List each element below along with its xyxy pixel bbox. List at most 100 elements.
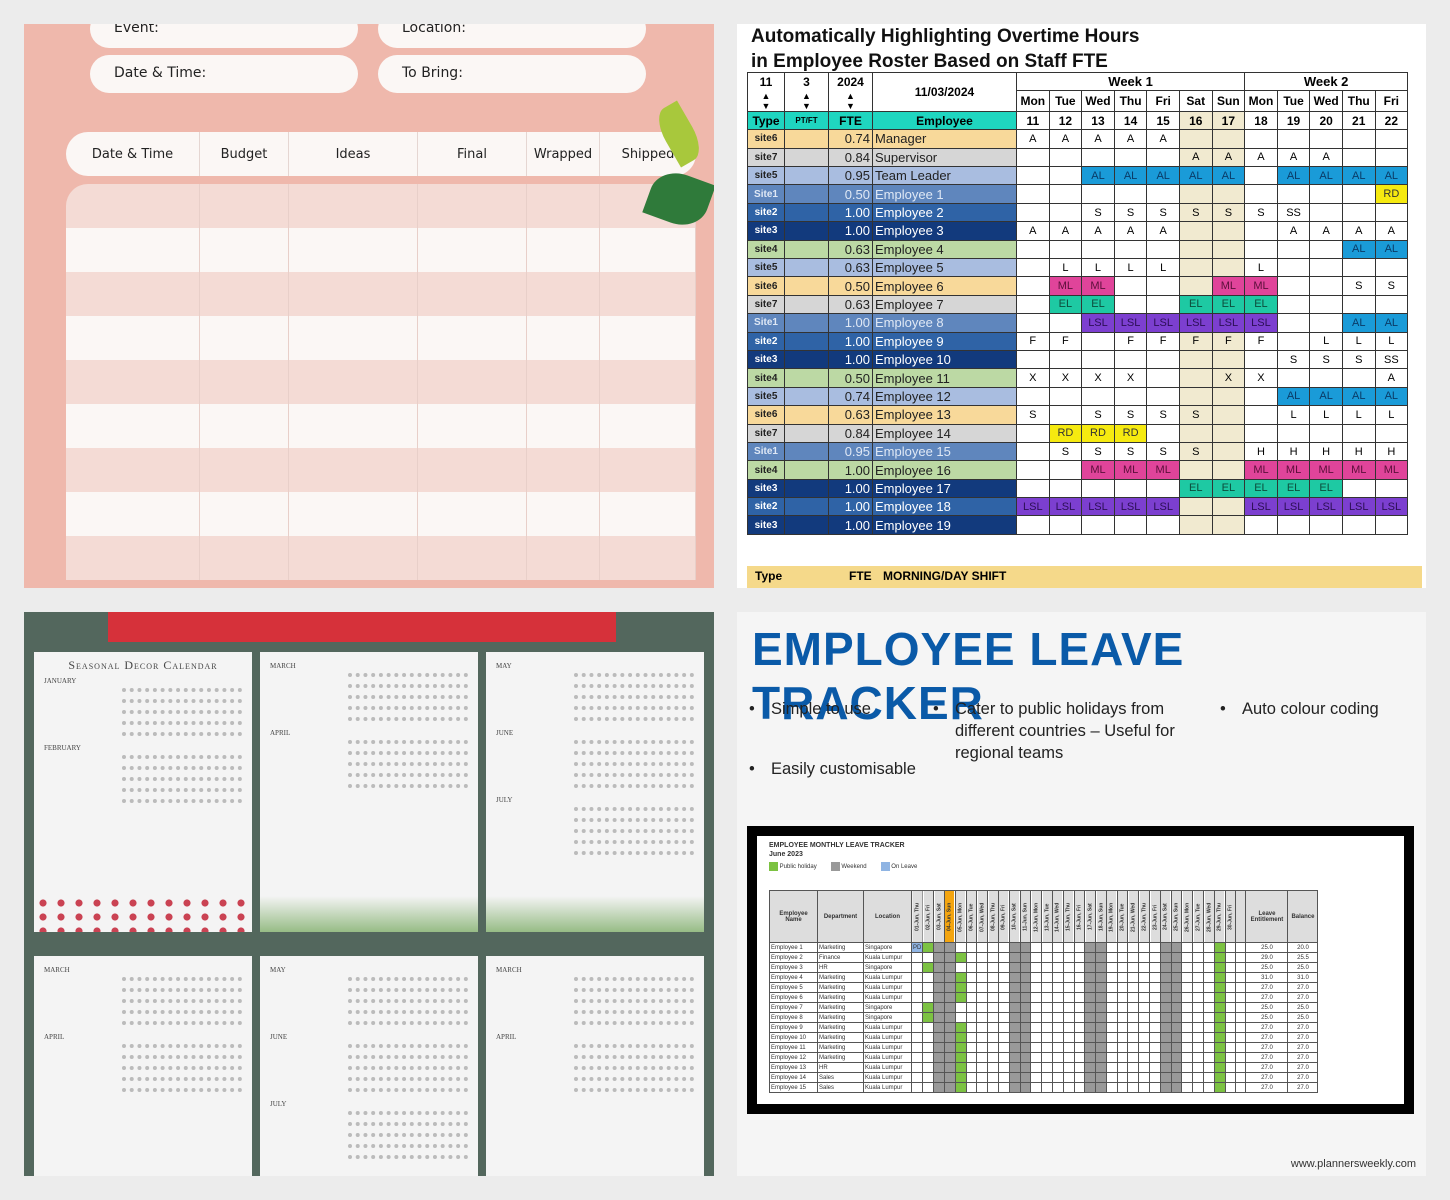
roster-cell[interactable] xyxy=(1048,147,1083,168)
roster-cell[interactable]: A xyxy=(1374,221,1409,241)
day-cell[interactable] xyxy=(1213,972,1226,983)
roster-cell[interactable] xyxy=(1374,423,1409,443)
roster-cell[interactable] xyxy=(1341,515,1376,535)
roster-cell[interactable]: H xyxy=(1309,441,1343,462)
day-cell[interactable] xyxy=(943,1012,956,1023)
day-cell[interactable] xyxy=(1213,1042,1226,1053)
day-cell[interactable] xyxy=(1030,972,1043,983)
roster-cell[interactable]: X xyxy=(1016,368,1050,388)
roster-cell[interactable]: A xyxy=(1178,147,1213,168)
roster-cell[interactable]: X xyxy=(1211,368,1246,388)
roster-cell[interactable]: EL xyxy=(1211,294,1246,315)
roster-cell[interactable]: SS xyxy=(1374,349,1409,370)
day-cell[interactable] xyxy=(1138,1042,1151,1053)
day-cell[interactable] xyxy=(1062,1052,1075,1063)
day-cell[interactable] xyxy=(976,972,989,983)
day-cell[interactable] xyxy=(1116,1062,1129,1073)
day-cell[interactable] xyxy=(965,1032,978,1043)
day-cell[interactable] xyxy=(1224,1062,1237,1073)
roster-cell[interactable] xyxy=(1048,478,1083,499)
day-cell[interactable] xyxy=(1073,1042,1086,1053)
day-cell[interactable] xyxy=(1095,1082,1107,1093)
roster-cell[interactable]: LSL xyxy=(1146,313,1180,333)
day-cell[interactable] xyxy=(1159,1022,1172,1033)
day-cell[interactable] xyxy=(922,1022,935,1033)
day-cell[interactable] xyxy=(1149,1022,1161,1033)
year-spinner[interactable]: 2024 xyxy=(828,71,873,91)
day-cell[interactable] xyxy=(933,972,945,983)
day-cell[interactable] xyxy=(1073,1012,1086,1023)
day-cell[interactable] xyxy=(1084,1072,1097,1083)
roster-cell[interactable]: LSL xyxy=(1016,497,1050,517)
day-cell[interactable] xyxy=(997,1052,1010,1063)
roster-cell[interactable] xyxy=(1341,294,1376,315)
roster-cell[interactable]: X xyxy=(1244,368,1278,388)
day-cell[interactable] xyxy=(997,1002,1010,1013)
day-cell[interactable] xyxy=(1203,1032,1215,1043)
day-cell[interactable] xyxy=(1181,1002,1194,1013)
day-cell[interactable] xyxy=(1084,1062,1097,1073)
planner-cell[interactable] xyxy=(527,184,600,228)
day-cell[interactable] xyxy=(1159,982,1172,993)
roster-cell[interactable] xyxy=(1309,276,1343,296)
day-cell[interactable] xyxy=(1213,992,1226,1003)
day-cell[interactable] xyxy=(1095,982,1107,993)
day-cell[interactable] xyxy=(1019,1062,1032,1073)
roster-cell[interactable]: AL xyxy=(1309,166,1343,186)
day-cell[interactable] xyxy=(1192,952,1205,963)
day-cell[interactable] xyxy=(1051,982,1064,993)
day-cell[interactable] xyxy=(1181,982,1194,993)
roster-cell[interactable]: AL xyxy=(1211,166,1246,186)
day-cell[interactable] xyxy=(1105,962,1118,973)
planner-cell[interactable] xyxy=(66,448,200,492)
day-cell[interactable] xyxy=(1062,1062,1075,1073)
day-cell[interactable] xyxy=(1181,1082,1194,1093)
day-cell[interactable] xyxy=(1170,962,1183,973)
planner-cell[interactable] xyxy=(200,404,289,448)
day-cell[interactable] xyxy=(1159,1042,1172,1053)
roster-cell[interactable]: S xyxy=(1081,405,1115,425)
day-cell[interactable] xyxy=(954,1082,967,1093)
day-cell[interactable] xyxy=(933,962,945,973)
day-cell[interactable] xyxy=(1084,1032,1097,1043)
roster-cell[interactable]: H xyxy=(1374,441,1409,462)
roster-cell[interactable]: AL xyxy=(1146,166,1180,186)
day-cell[interactable] xyxy=(1105,1082,1118,1093)
roster-cell[interactable]: A xyxy=(1309,221,1343,241)
roster-cell[interactable] xyxy=(1146,147,1180,168)
planner-cell[interactable] xyxy=(66,272,200,316)
day-cell[interactable] xyxy=(1181,952,1194,963)
day-cell[interactable] xyxy=(976,1062,989,1073)
planner-cell[interactable] xyxy=(66,404,200,448)
roster-cell[interactable]: A xyxy=(1276,147,1311,168)
day-cell[interactable] xyxy=(1116,1082,1129,1093)
roster-cell[interactable]: H xyxy=(1244,441,1278,462)
roster-cell[interactable] xyxy=(1374,294,1409,315)
day-cell[interactable] xyxy=(1041,1012,1053,1023)
day-cell[interactable] xyxy=(1051,1062,1064,1073)
roster-cell[interactable]: ML xyxy=(1374,460,1409,480)
day-cell[interactable] xyxy=(1170,1062,1183,1073)
day-cell[interactable] xyxy=(1138,992,1151,1003)
roster-cell[interactable] xyxy=(1016,515,1050,535)
day-cell[interactable] xyxy=(1170,1042,1183,1053)
day-cell[interactable] xyxy=(1127,992,1140,1003)
day-cell[interactable] xyxy=(1008,952,1021,963)
roster-cell[interactable] xyxy=(1178,239,1213,260)
day-cell[interactable] xyxy=(997,982,1010,993)
roster-cell[interactable] xyxy=(1146,478,1180,499)
day-cell[interactable] xyxy=(1051,1012,1064,1023)
roster-cell[interactable] xyxy=(1048,184,1083,204)
day-cell[interactable] xyxy=(1159,942,1172,953)
roster-cell[interactable] xyxy=(1341,202,1376,223)
roster-cell[interactable]: L xyxy=(1048,258,1083,278)
day-cell[interactable] xyxy=(1041,942,1053,953)
day-cell[interactable] xyxy=(1127,1042,1140,1053)
day-cell[interactable] xyxy=(1127,1012,1140,1023)
day-cell[interactable] xyxy=(976,962,989,973)
roster-cell[interactable] xyxy=(1244,405,1278,425)
planner-cell[interactable] xyxy=(418,184,527,228)
day-cell[interactable] xyxy=(1192,962,1205,973)
day-cell[interactable] xyxy=(954,1042,967,1053)
day-cell[interactable] xyxy=(1127,1032,1140,1043)
